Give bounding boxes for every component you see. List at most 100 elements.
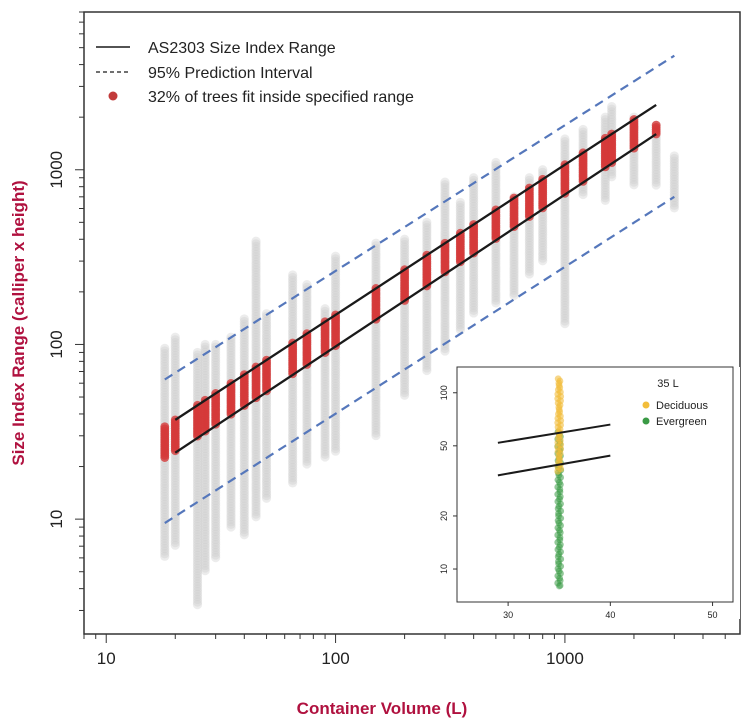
gray-point <box>524 227 534 237</box>
gray-point <box>560 303 570 313</box>
gray-point <box>251 439 261 449</box>
gray-point <box>400 333 410 343</box>
gray-point <box>400 375 410 385</box>
gray-point <box>200 527 210 537</box>
gray-point <box>251 241 261 251</box>
gray-point <box>330 423 341 433</box>
gray-point <box>469 295 479 305</box>
gray-point <box>491 261 501 272</box>
gray-point <box>455 288 465 299</box>
gray-point <box>629 174 639 185</box>
gray-point <box>491 269 501 279</box>
gray-point <box>509 249 519 259</box>
gray-point <box>440 341 450 351</box>
gray-point <box>330 376 341 386</box>
gray-point <box>422 311 432 321</box>
gray-point <box>491 246 501 256</box>
gray-point <box>469 266 479 276</box>
gray-point <box>302 417 312 428</box>
gray-point <box>160 411 170 421</box>
gray-point <box>400 367 410 377</box>
gray-point <box>211 456 221 467</box>
gray-point <box>560 147 570 157</box>
gray-point <box>288 460 298 470</box>
gray-point <box>200 566 210 576</box>
gray-point <box>400 336 410 346</box>
gray-point <box>629 151 639 161</box>
gray-point <box>560 279 570 290</box>
gray-point <box>211 441 221 451</box>
gray-point <box>455 203 465 213</box>
gray-point <box>560 220 570 230</box>
gray-point <box>371 417 381 428</box>
legend-label-range: AS2303 Size Index Range <box>148 40 336 57</box>
gray-point <box>170 473 180 483</box>
gray-point <box>469 261 479 271</box>
gray-point <box>211 446 221 456</box>
gray-point <box>200 540 210 550</box>
gray-point <box>251 512 261 522</box>
gray-point <box>192 438 203 449</box>
gray-point <box>400 328 410 338</box>
gray-point <box>211 368 221 378</box>
gray-point <box>170 522 180 532</box>
gray-point <box>538 214 548 224</box>
gray-point <box>200 537 210 547</box>
gray-point <box>524 230 534 240</box>
gray-point <box>192 524 203 534</box>
gray-point <box>400 255 410 265</box>
gray-point <box>261 400 272 410</box>
gray-point <box>491 251 501 261</box>
gray-point <box>288 275 298 285</box>
gray-point <box>226 504 236 514</box>
gray-point <box>160 476 170 486</box>
gray-point <box>302 441 312 451</box>
gray-point <box>251 457 261 467</box>
gray-point <box>320 382 330 392</box>
gray-point <box>211 516 221 526</box>
gray-point <box>239 413 249 423</box>
gray-point <box>160 481 170 491</box>
gray-point <box>560 212 570 222</box>
gray-point <box>251 301 261 311</box>
gray-point <box>261 420 272 431</box>
gray-point <box>192 384 203 394</box>
gray-point <box>226 335 236 345</box>
inset-frame <box>456 366 734 603</box>
gray-point <box>330 392 341 402</box>
gray-point <box>251 345 261 355</box>
gray-point <box>371 342 381 352</box>
gray-point <box>239 480 249 490</box>
gray-point <box>261 444 272 454</box>
gray-point <box>261 446 272 457</box>
gray-point <box>651 141 661 151</box>
gray-point <box>170 540 180 550</box>
main-ticks: 10 100 1000 10 100 1000 <box>47 11 726 668</box>
gray-point <box>200 532 210 542</box>
gray-point <box>170 496 180 506</box>
gray-point <box>288 298 298 309</box>
gray-point <box>560 264 570 274</box>
gray-point <box>600 117 610 127</box>
gray-point <box>469 212 479 222</box>
gray-point <box>261 337 272 347</box>
gray-point <box>288 285 298 296</box>
gray-point <box>400 377 410 387</box>
gray-point <box>239 475 249 485</box>
gray-point <box>251 418 261 428</box>
gray-point <box>160 351 170 361</box>
gray-point <box>422 316 432 326</box>
gray-point <box>330 436 341 446</box>
gray-point <box>192 522 203 532</box>
gray-point <box>251 478 261 488</box>
gray-point <box>302 412 312 422</box>
gray-point <box>200 365 210 376</box>
gray-point <box>251 441 261 452</box>
gray-point <box>371 371 381 381</box>
gray-point <box>469 191 479 201</box>
gray-point <box>469 201 479 211</box>
gray-point <box>288 330 298 340</box>
gray-point <box>440 312 450 322</box>
gray-point <box>651 180 661 190</box>
gray-point <box>578 124 588 135</box>
